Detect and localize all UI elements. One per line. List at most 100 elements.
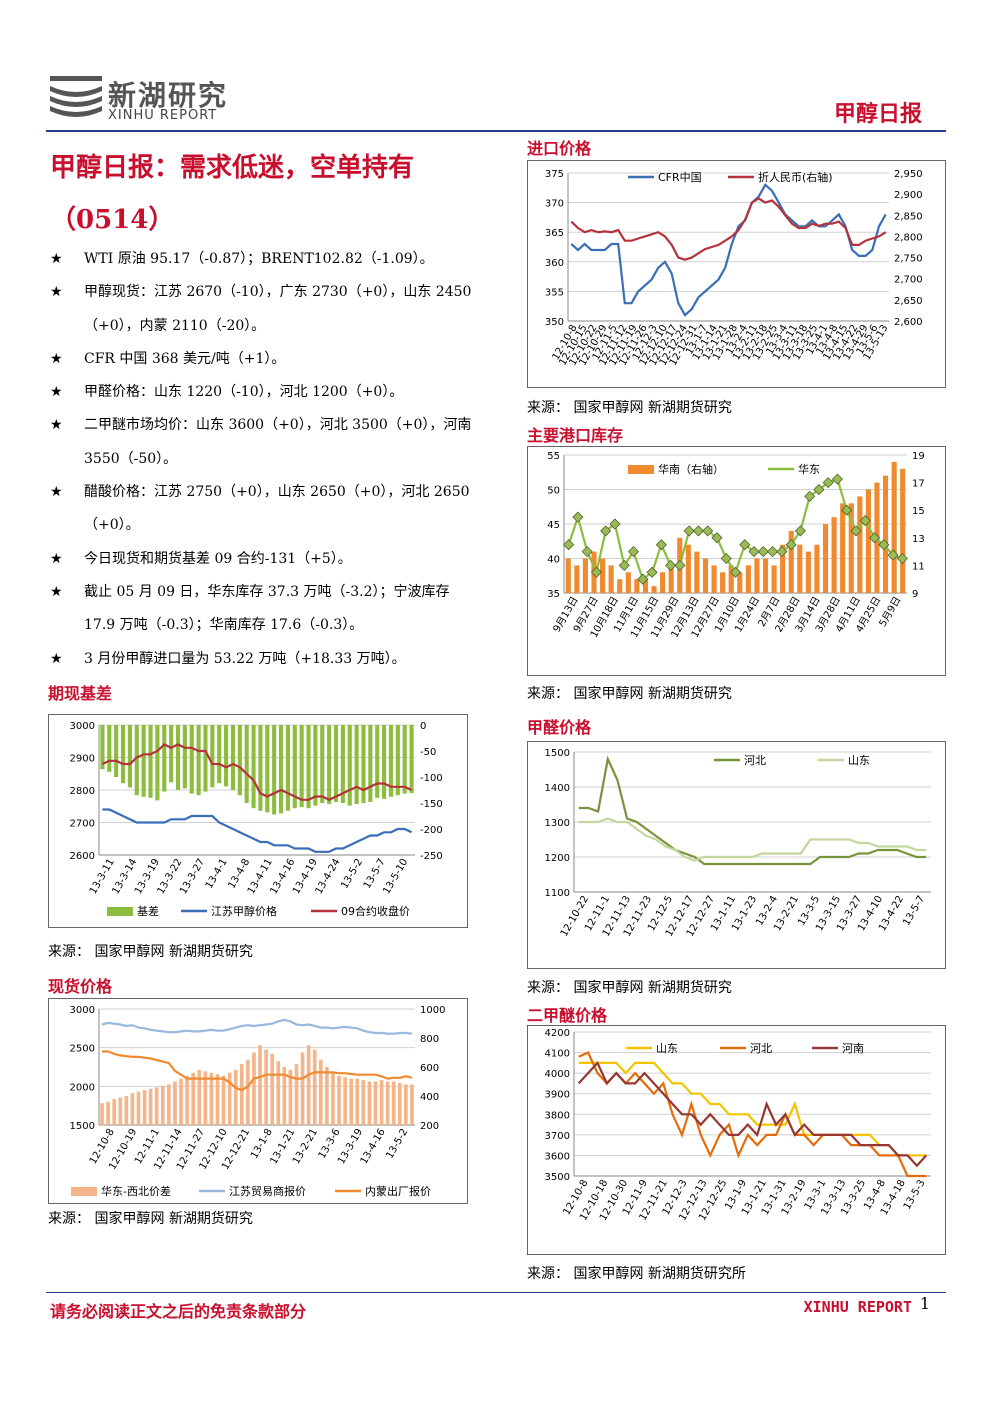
- chart-bar: [224, 725, 229, 787]
- star-icon: ★: [50, 251, 63, 267]
- series-line: [101, 1018, 413, 1035]
- legend-label: 河北: [750, 1042, 772, 1055]
- key-point-item: ★ 今日现货和期货基差 09 合约-131（+5）。: [50, 543, 475, 576]
- y-tick-label: 355: [545, 287, 564, 298]
- chart-bar: [582, 558, 589, 593]
- y-right-tick-label: 15: [912, 506, 925, 517]
- chart-bar: [312, 1049, 317, 1125]
- key-point-text: 醋酸价格：江苏 2750（+0），山东 2650（+0），河北 2650（+0）…: [84, 484, 470, 534]
- legend-label: 江苏贸易商报价: [229, 1184, 306, 1198]
- y-tick-label: 2800: [70, 786, 95, 797]
- chart-bar: [355, 1078, 360, 1125]
- key-point-item: ★ 甲醛价格：山东 1220（-10），河北 1200（+0）。: [50, 376, 475, 409]
- y-tick-label: 1300: [545, 818, 570, 829]
- y-tick-label: 2500: [70, 1044, 95, 1055]
- y-tick-label: 50: [547, 486, 560, 497]
- chart-bar: [848, 503, 854, 593]
- chart-bar: [182, 725, 187, 789]
- chart-bar: [196, 725, 201, 796]
- chart-bar: [651, 586, 657, 593]
- legend-swatch: [107, 907, 133, 916]
- key-point-text: 二甲醚市场均价：山东 3600（+0），河北 3500（+0），河南 3550（…: [84, 417, 472, 467]
- chart-bar: [294, 1064, 299, 1125]
- chart-bar: [278, 725, 284, 814]
- chart-bar: [685, 544, 691, 593]
- y-tick-label: 365: [545, 228, 564, 239]
- chart-bar: [865, 489, 871, 593]
- report-title-line1: 甲醇日报：需求低迷，空单持有: [50, 153, 415, 183]
- chart-bar: [373, 1081, 378, 1125]
- y-right-tick-label: 2,800: [894, 232, 923, 243]
- chart-point: [813, 483, 825, 496]
- chart-point: [859, 514, 871, 527]
- series-line: [578, 755, 927, 866]
- chart-bar: [148, 725, 153, 798]
- header-divider: [46, 130, 946, 132]
- legend-label: 华南（右轴）: [658, 462, 724, 476]
- chart-point: [804, 490, 816, 502]
- chart-bar: [175, 725, 181, 790]
- spot-chart: 3000 2500 2000 1500 1000 800 600 400 200 12-10-8 1…: [48, 998, 468, 1204]
- chart-point: [627, 546, 640, 558]
- footer-divider: [46, 1292, 946, 1293]
- chart-point: [767, 546, 779, 558]
- chart-bar: [209, 1072, 214, 1125]
- chart-bar: [169, 725, 174, 783]
- y-tick-label: 3000: [70, 1005, 95, 1016]
- import-source: 来源： 国家甲醇网 新湖期货研究: [527, 400, 732, 416]
- chart-bar: [217, 725, 222, 784]
- chart-point: [878, 539, 890, 551]
- key-point-text: 甲醇现货：江苏 2670（-10），广东 2730（+0），山东 2450（+0…: [84, 284, 472, 334]
- chart-point: [692, 525, 704, 537]
- chart-point: [757, 546, 769, 558]
- y-tick-label: 1100: [545, 888, 570, 899]
- chart-point: [711, 532, 723, 544]
- chart-bar: [337, 1075, 341, 1125]
- chart-bar: [745, 565, 751, 593]
- chart-bar: [189, 725, 194, 794]
- chart-point: [646, 566, 658, 578]
- chart-bar: [822, 524, 829, 593]
- chart-bar: [292, 725, 297, 809]
- chart-bar: [409, 725, 414, 794]
- chart-bar: [320, 725, 325, 803]
- formaldehyde-chart: 1500 1400 1300 1200 1100 12-10-22 12-11-1 12-11…: [527, 741, 946, 969]
- chart-bar: [397, 1082, 402, 1125]
- chart-bar: [203, 725, 208, 792]
- chart-bar: [227, 1072, 232, 1125]
- chart-point: [702, 525, 714, 537]
- chart-bar: [410, 1084, 414, 1125]
- chart-bar: [728, 565, 734, 593]
- y-tick-label: 3600: [545, 1151, 570, 1162]
- chart-bar: [694, 551, 700, 593]
- chart-point: [637, 573, 649, 585]
- y-tick-label: 1400: [545, 783, 570, 794]
- key-point-text: 截止 05 月 09 日，华东库存 37.3 万吨（-3.2）；宁波库存 17.…: [84, 583, 450, 634]
- chart-bar: [565, 558, 571, 593]
- report-title: 甲醇日报：需求低迷，空单持有 （0514）: [50, 142, 490, 246]
- chart-bar: [252, 1052, 256, 1125]
- chart-bar: [265, 725, 270, 813]
- y-tick-label: 40: [547, 555, 560, 566]
- chart-bar: [239, 1064, 244, 1125]
- chart-bar: [130, 1093, 135, 1125]
- chart-bar: [343, 1077, 347, 1125]
- legend-label: 折人民币(右轴): [758, 170, 833, 184]
- y-right-tick-label: -150: [420, 799, 443, 810]
- chart-bar: [221, 1075, 226, 1125]
- y-right-tick-label: 11: [912, 561, 925, 572]
- series-line: [570, 197, 887, 261]
- y-tick-label: 3900: [545, 1090, 570, 1101]
- chart-bar: [306, 725, 311, 809]
- series-line: [578, 817, 927, 862]
- spot-section-title: 现货价格: [48, 977, 113, 996]
- report-type-label: 甲醇日报: [833, 101, 922, 127]
- chart-bar: [347, 725, 352, 806]
- chart-bar: [668, 565, 674, 593]
- chart-bar: [197, 1069, 202, 1125]
- chart-point: [868, 532, 881, 544]
- chart-bar: [857, 496, 863, 593]
- legend-swatch: [71, 1187, 97, 1196]
- chart-bar: [788, 530, 794, 593]
- chart-point: [831, 473, 844, 485]
